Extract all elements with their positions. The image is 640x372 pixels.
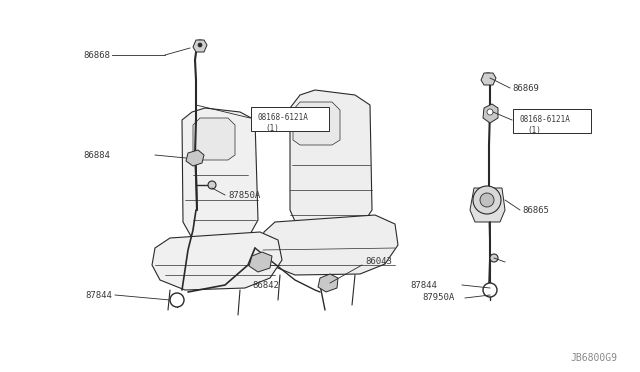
- Text: (1): (1): [265, 124, 279, 132]
- Polygon shape: [193, 40, 207, 52]
- Polygon shape: [290, 90, 372, 238]
- Circle shape: [473, 186, 501, 214]
- Circle shape: [483, 73, 493, 83]
- Text: 08168-6121A: 08168-6121A: [520, 115, 571, 124]
- Circle shape: [195, 40, 205, 50]
- Circle shape: [483, 283, 497, 297]
- Text: 86043: 86043: [365, 257, 392, 266]
- Polygon shape: [152, 232, 282, 290]
- FancyBboxPatch shape: [251, 107, 329, 131]
- Polygon shape: [193, 118, 235, 160]
- Circle shape: [487, 109, 493, 115]
- Circle shape: [198, 43, 202, 47]
- FancyBboxPatch shape: [513, 109, 591, 133]
- Polygon shape: [481, 73, 496, 85]
- Circle shape: [480, 193, 494, 207]
- Text: 86868: 86868: [83, 51, 110, 60]
- Text: 08168-6121A: 08168-6121A: [258, 112, 309, 122]
- Circle shape: [170, 293, 184, 307]
- Text: 86865: 86865: [522, 205, 549, 215]
- Polygon shape: [260, 215, 398, 275]
- Text: JB6800G9: JB6800G9: [570, 353, 617, 363]
- Polygon shape: [182, 108, 258, 248]
- Polygon shape: [483, 104, 498, 123]
- Text: 86884: 86884: [83, 151, 110, 160]
- Polygon shape: [249, 252, 272, 272]
- Polygon shape: [293, 102, 340, 145]
- Polygon shape: [318, 274, 338, 292]
- Text: 87844: 87844: [85, 291, 112, 299]
- Text: 87844: 87844: [410, 280, 437, 289]
- Text: 86869: 86869: [512, 83, 539, 93]
- Text: 87950A: 87950A: [422, 294, 454, 302]
- Text: 87850A: 87850A: [228, 190, 260, 199]
- Circle shape: [490, 254, 498, 262]
- Polygon shape: [186, 150, 204, 166]
- Polygon shape: [470, 188, 505, 222]
- Text: (1): (1): [527, 125, 541, 135]
- Circle shape: [208, 181, 216, 189]
- Text: 86842: 86842: [252, 280, 279, 289]
